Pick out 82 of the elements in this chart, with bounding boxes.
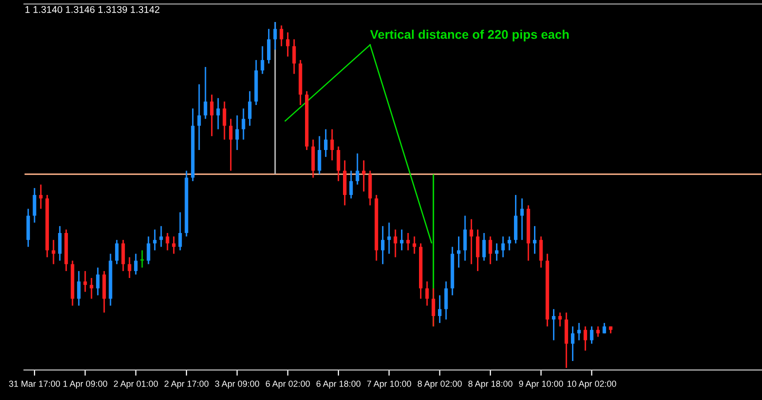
candlestick <box>520 198 524 241</box>
candlestick <box>387 222 391 254</box>
chart-title: 1 1.3140 1.3146 1.3139 1.3142 <box>25 6 160 13</box>
candlestick <box>134 253 138 276</box>
candlestick <box>248 90 252 126</box>
candlestick <box>96 266 100 296</box>
candlestick <box>470 218 474 265</box>
candlestick <box>438 294 442 324</box>
candlestick <box>267 28 271 64</box>
candlestick <box>280 24 284 47</box>
candlestick <box>463 215 467 262</box>
x-tick-label: 8 Apr 02:00 <box>418 380 462 389</box>
candlestick <box>456 236 460 268</box>
candlestick <box>146 236 150 265</box>
candlestick <box>356 152 360 186</box>
candlestick <box>558 312 562 328</box>
candlestick <box>494 242 498 262</box>
candlestick <box>336 146 340 182</box>
candlestick <box>210 94 214 137</box>
candlestick <box>159 225 163 248</box>
candlestick <box>570 326 574 362</box>
candlestick <box>58 225 62 262</box>
candlestick <box>324 128 328 158</box>
candlestick <box>400 228 404 251</box>
x-tick-label: 8 Apr 18:00 <box>468 380 512 389</box>
candlestick <box>532 225 536 254</box>
candlestick <box>166 232 170 251</box>
x-tick-label: 9 Apr 10:00 <box>519 380 564 389</box>
candlestick <box>172 236 176 254</box>
candlestick <box>204 66 208 120</box>
candlestick <box>577 322 581 341</box>
candlestick <box>77 270 81 306</box>
candlestick <box>425 280 429 306</box>
candlestick <box>602 322 606 334</box>
candlestick <box>197 84 201 151</box>
candlestick <box>121 239 125 272</box>
candlestick <box>406 232 410 251</box>
candlestick <box>381 225 384 265</box>
x-tick-label: 2 Apr 01:00 <box>114 380 158 389</box>
candlestick <box>362 160 366 192</box>
candlestick <box>39 184 43 210</box>
candlestick <box>83 270 87 293</box>
candlestick <box>432 288 436 328</box>
candlestick <box>476 228 480 272</box>
x-tick-label: 6 Apr 18:00 <box>316 380 360 389</box>
x-tick-label: 7 Apr 10:00 <box>367 380 412 389</box>
candlestick <box>330 128 334 162</box>
candlestick <box>216 97 220 130</box>
x-tick-label: 31 Mar 17:00 <box>9 380 60 387</box>
candlestick <box>394 228 398 258</box>
candlestick <box>349 170 353 200</box>
candlestick <box>273 21 277 50</box>
candlestick <box>318 135 322 175</box>
candlestick <box>286 32 290 58</box>
candlestick <box>260 46 264 75</box>
candlestick <box>153 228 157 251</box>
candlestick <box>128 256 132 279</box>
candlestick <box>596 326 600 338</box>
candlestick <box>292 38 296 75</box>
candlestick <box>508 236 512 251</box>
candlestick <box>444 280 448 320</box>
x-tick-label: 1 Apr 09:00 <box>63 380 108 389</box>
x-tick-label: 10 Apr 02:00 <box>568 380 616 389</box>
annotation: Vertical distance of 220 pips each <box>370 30 569 42</box>
candlestick <box>488 236 492 265</box>
candlestick <box>222 100 226 140</box>
x-tick-label: 3 Apr 09:00 <box>215 380 260 389</box>
candlestick <box>115 239 119 265</box>
candlestick <box>482 232 486 262</box>
candlestick <box>501 236 505 258</box>
x-tick-label: 6 Apr 02:00 <box>266 380 310 389</box>
x-tick-label: 2 Apr 17:00 <box>164 380 209 389</box>
candlestick <box>590 326 594 344</box>
candlestick <box>552 308 556 341</box>
candlestick <box>32 187 36 224</box>
candlestick <box>539 236 543 268</box>
candlestick <box>584 326 588 352</box>
candlestick <box>242 108 246 140</box>
candlestick <box>178 212 182 251</box>
candlestick <box>412 236 416 254</box>
candlestick <box>235 114 239 151</box>
candlestick <box>229 118 233 172</box>
